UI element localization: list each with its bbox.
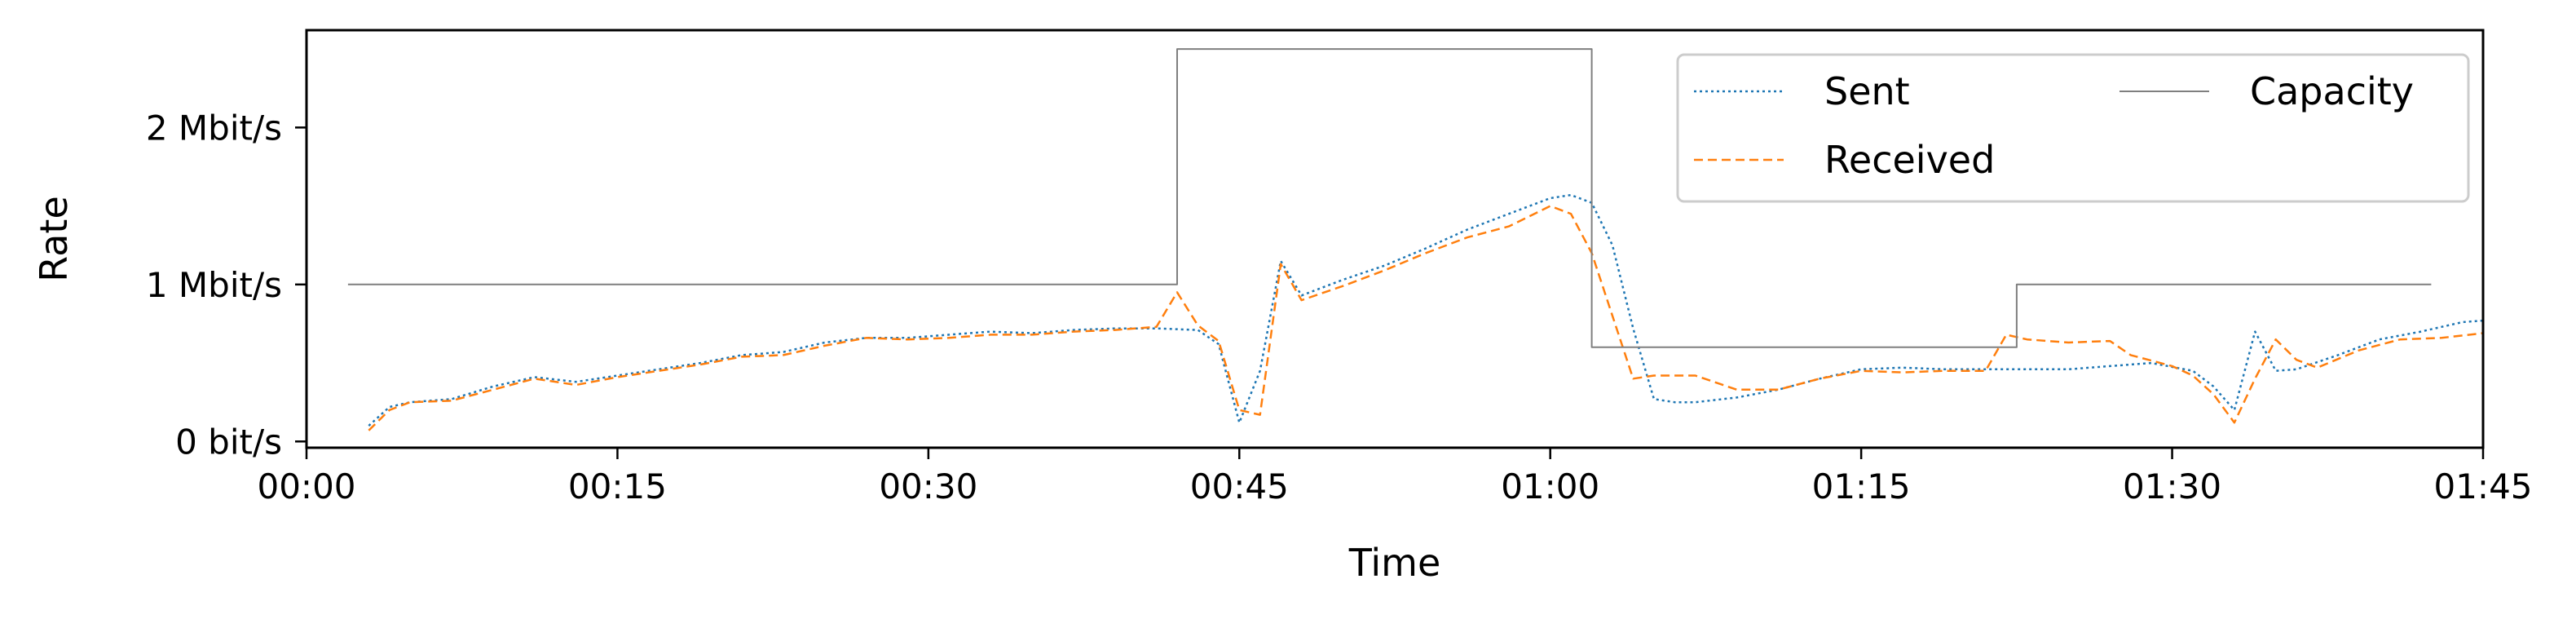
x-axis-title: Time [1348, 541, 1441, 585]
x-tick-label: 01:00 [1501, 466, 1599, 506]
x-tick-label: 00:00 [257, 466, 355, 506]
x-tick-label: 00:15 [568, 466, 667, 506]
y-tick-label: 1 Mbit/s [146, 265, 282, 305]
plot-frame [305, 29, 2485, 449]
x-tick-label: 00:45 [1190, 466, 1289, 506]
y-axis: 0 bit/s 1 Mbit/s 2 Mbit/s [146, 108, 307, 462]
legend-label-received: Received [1824, 138, 1995, 182]
y-tick-label: 2 Mbit/s [146, 108, 282, 148]
series-line-received [368, 205, 2484, 431]
x-axis: 00:00 00:15 00:30 00:45 01:00 01:15 01:30 01:45 [257, 448, 2533, 506]
x-tick-label: 01:45 [2433, 466, 2532, 506]
legend-label-capacity: Capacity [2250, 69, 2414, 113]
series-line-sent [368, 193, 2484, 427]
legend: Sent Received Capacity [1676, 53, 2470, 203]
y-tick-label: 0 bit/s [175, 422, 282, 462]
x-tick-label: 00:30 [879, 466, 977, 506]
series-layer [347, 48, 2484, 431]
x-tick-label: 01:30 [2123, 466, 2221, 506]
series-line-capacity [347, 48, 2432, 348]
legend-box [1676, 53, 2470, 203]
x-tick-label: 01:15 [1812, 466, 1911, 506]
y-axis-title: Rate [32, 196, 76, 281]
legend-label-sent: Sent [1824, 69, 1910, 113]
